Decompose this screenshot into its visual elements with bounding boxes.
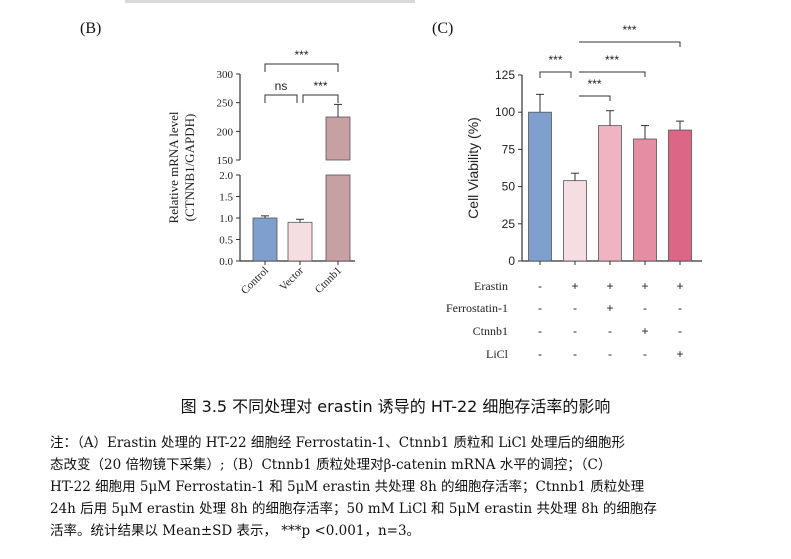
note-line: 态改变（20 倍物镜下采集）;（B）Ctnnb1 质粒处理对β-catenin … (50, 457, 612, 473)
y-tick-label: 75 (502, 142, 516, 156)
y-tick-label: 1.5 (219, 192, 233, 204)
panel-b-label: (B) (80, 20, 102, 37)
y-axis-label: Cell Viability (%) (465, 117, 481, 219)
treatment-sign: - (608, 347, 612, 361)
y-axis-label: Relative mRNA level (166, 111, 181, 223)
chart-c: 0 25 50 75 100 125 Cell Viability (%) Erastin - +… (446, 23, 702, 361)
panel-c-label: (C) (432, 20, 454, 37)
chart-b: 0.0 0.5 1.0 1.5 2.0 150 200 250 300 Relative mRNA… (166, 48, 355, 297)
treatment-sign: + (676, 279, 683, 293)
y-tick-label: 125 (495, 68, 515, 82)
treatment-sign: - (608, 324, 612, 338)
significance-label: *** (622, 23, 636, 37)
treatment-sign: - (573, 324, 577, 338)
treatment-sign: + (606, 301, 613, 315)
treatment-sign: - (643, 347, 647, 361)
treatment-sign: - (678, 301, 682, 315)
bar (633, 138, 657, 262)
y-tick-label: 25 (502, 217, 516, 231)
significance-bracket (264, 63, 339, 72)
y-tick-label: 250 (217, 98, 234, 110)
treatment-sign: + (676, 347, 683, 361)
treatment-sign: - (573, 347, 577, 361)
y-tick-label: 0.0 (219, 256, 233, 268)
significance-label: ns (275, 79, 288, 93)
bar (668, 129, 692, 262)
y-tick-label: 300 (217, 69, 234, 81)
bar (252, 217, 278, 262)
bar (325, 116, 351, 161)
x-tick-label: Vector (277, 264, 306, 293)
treatment-label: LiCl (486, 347, 509, 361)
x-tick-label: Control (239, 265, 271, 297)
treatment-sign: + (571, 279, 578, 293)
bar (287, 221, 313, 262)
treatment-sign: - (538, 324, 542, 338)
x-tick-label: Ctnnb1 (313, 265, 344, 296)
bar (528, 111, 552, 262)
treatment-sign: - (643, 301, 647, 315)
significance-label: *** (313, 79, 327, 93)
significance-label: *** (548, 53, 562, 67)
treatment-sign: - (538, 279, 542, 293)
figure-note: 注：（A）Erastin 处理的 HT-22 细胞经 Ferrostatin-1… (50, 432, 770, 542)
significance-bracket (579, 71, 646, 77)
figure-caption-title: 图 3.5 不同处理对 erastin 诱导的 HT-22 细胞存活率的影响 (180, 397, 611, 416)
significance-label: *** (587, 77, 601, 91)
y-tick-label: 1.0 (219, 213, 233, 225)
y-tick-label: 200 (217, 126, 234, 138)
significance-bracket (579, 95, 611, 101)
bar (563, 180, 587, 262)
treatment-sign: - (678, 324, 682, 338)
treatment-sign: + (641, 279, 648, 293)
y-axis-label: (CTNNB1/GAPDH) (182, 114, 197, 222)
treatment-label: Ferrostatin-1 (446, 301, 508, 315)
treatment-sign: - (573, 301, 577, 315)
significance-bracket (539, 71, 572, 78)
significance-bracket (579, 41, 681, 47)
note-line: 注：（A）Erastin 处理的 HT-22 细胞经 Ferrostatin-1… (50, 435, 625, 451)
note-line: 24h 后用 5μM erastin 处理 8h 的细胞存活率；50 mM Li… (50, 501, 657, 517)
significance-bracket (264, 94, 298, 103)
y-tick-label: 0.5 (219, 235, 233, 247)
treatment-label: Ctnnb1 (473, 324, 508, 338)
y-tick-label: 2.0 (219, 170, 233, 182)
significance-label: *** (294, 48, 308, 62)
y-tick-label: 50 (502, 180, 516, 194)
note-line: 活率。统计结果以 Mean±SD 表示， ***p <0.001，n=3。 (50, 523, 421, 539)
treatment-sign: + (641, 324, 648, 338)
y-tick-label: 0 (508, 254, 515, 268)
significance-bracket (302, 94, 339, 103)
y-tick-label: 100 (495, 105, 515, 119)
top-divider (125, 0, 415, 3)
treatment-sign: - (538, 347, 542, 361)
treatment-label: Erastin (474, 279, 508, 293)
bar (325, 174, 351, 262)
bar (598, 125, 622, 262)
y-tick-label: 150 (217, 155, 234, 167)
treatment-sign: - (538, 301, 542, 315)
note-line: HT-22 细胞用 5μM Ferrostatin-1 和 5μM erasti… (50, 479, 645, 495)
significance-label: *** (605, 53, 619, 67)
treatment-sign: + (606, 279, 613, 293)
